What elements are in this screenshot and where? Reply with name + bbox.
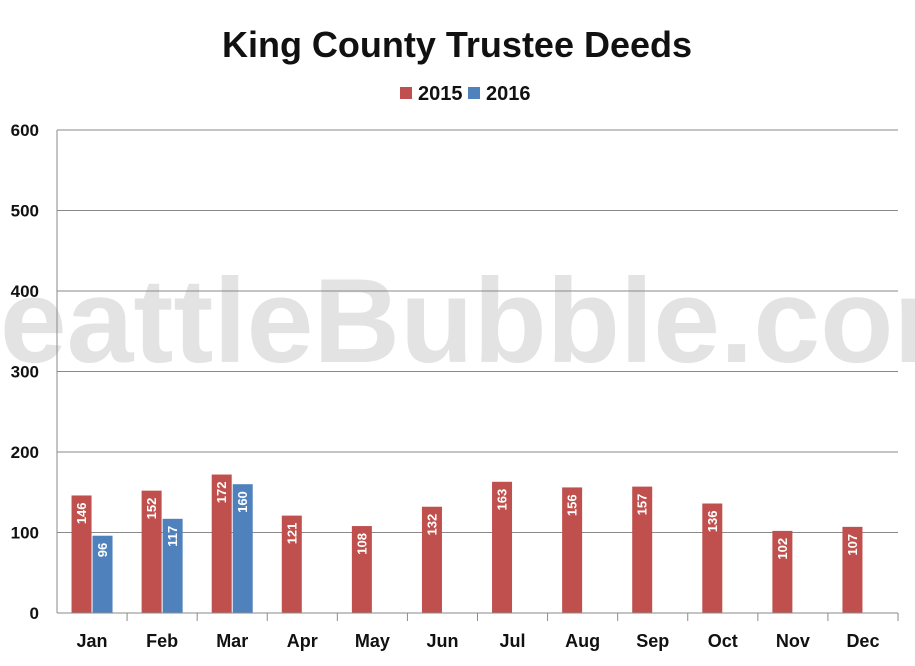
y-tick-label: 500 xyxy=(11,202,39,221)
bar-2015-oct xyxy=(702,503,723,613)
legend-swatch-2015 xyxy=(400,87,412,99)
bar-2015-jul xyxy=(492,481,513,613)
legend-label-2016: 2016 xyxy=(486,83,531,105)
bar-2015-feb xyxy=(141,490,162,613)
data-label: 121 xyxy=(284,523,299,545)
x-tick-label: May xyxy=(355,631,390,651)
y-tick-label: 400 xyxy=(11,282,39,301)
bar-2015-may xyxy=(351,526,372,613)
watermark-text: SeattleBubble.com xyxy=(0,254,915,388)
bar-2016-jan xyxy=(92,535,113,613)
legend-swatch-2016 xyxy=(468,87,480,99)
data-label: 107 xyxy=(845,534,860,556)
x-tick-label: Jun xyxy=(426,631,458,651)
data-label: 156 xyxy=(565,494,580,516)
x-tick-label: Feb xyxy=(146,631,178,651)
y-tick-label: 300 xyxy=(11,363,39,382)
data-label: 157 xyxy=(635,494,650,516)
data-label: 136 xyxy=(705,511,720,533)
gridlines xyxy=(57,129,898,614)
x-tick-label: Dec xyxy=(846,631,879,651)
x-tick-label: Mar xyxy=(216,631,248,651)
y-tick-label: 200 xyxy=(11,443,39,462)
chart-title: King County Trustee Deeds xyxy=(222,24,692,65)
legend: 2015 2016 xyxy=(400,83,531,105)
x-tick-label: Jul xyxy=(500,631,526,651)
bar-2015-sep xyxy=(632,486,653,613)
bar-2016-feb xyxy=(162,518,183,613)
bars: 146 96 152 117 172 160 121 108 132 163 156 157 136 10… xyxy=(71,474,863,613)
bar-2015-aug xyxy=(562,487,583,613)
data-label: 160 xyxy=(235,491,250,513)
y-tick-label: 100 xyxy=(11,524,39,543)
x-tick-label: Nov xyxy=(776,631,810,651)
axes: 0 100 200 300 400 500 600 Jan Feb Mar Apr May Jun Jul… xyxy=(11,121,899,651)
data-label: 102 xyxy=(775,538,790,560)
bar-2015-mar xyxy=(211,474,232,613)
data-label: 132 xyxy=(424,514,439,536)
bar-2015-nov xyxy=(772,530,793,613)
x-tick-label: Aug xyxy=(565,631,600,651)
legend-label-2015: 2015 xyxy=(418,83,463,105)
data-label: 96 xyxy=(95,543,110,557)
bar-2015-jun xyxy=(421,506,442,613)
y-tick-label: 0 xyxy=(30,604,39,623)
data-label: 146 xyxy=(74,502,89,524)
bar-2015-apr xyxy=(281,515,302,613)
x-tick-label: Sep xyxy=(636,631,669,651)
bar-2015-dec xyxy=(842,526,863,613)
x-tick-label: Jan xyxy=(77,631,108,651)
x-tick-label: Oct xyxy=(708,631,738,651)
data-label: 152 xyxy=(144,498,159,520)
bar-2015-jan xyxy=(71,495,92,613)
x-tick-label: Apr xyxy=(287,631,318,651)
data-label: 117 xyxy=(165,526,180,547)
bar-2016-mar xyxy=(232,484,253,613)
data-label: 108 xyxy=(354,533,369,555)
data-label: 172 xyxy=(214,482,229,504)
y-tick-label: 600 xyxy=(11,121,39,140)
data-label: 163 xyxy=(495,489,510,511)
